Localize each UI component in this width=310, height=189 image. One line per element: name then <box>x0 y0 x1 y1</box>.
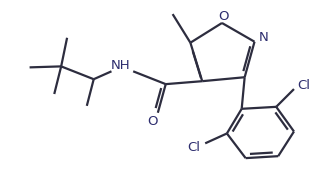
Text: N: N <box>259 31 268 44</box>
Text: Cl: Cl <box>187 141 200 154</box>
Text: O: O <box>219 10 229 22</box>
Text: NH: NH <box>111 59 130 72</box>
Text: O: O <box>148 115 158 128</box>
Text: Cl: Cl <box>297 79 310 92</box>
